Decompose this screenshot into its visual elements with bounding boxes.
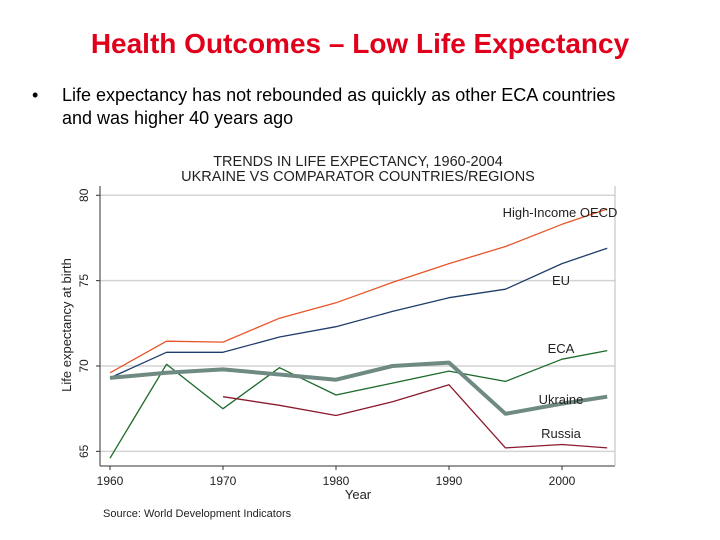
series-line-eu <box>109 247 608 379</box>
x-tick-label: 1980 <box>323 474 350 488</box>
x-tick-label: 2000 <box>549 474 576 488</box>
series-label: Russia <box>541 426 582 441</box>
y-tick-label: 70 <box>77 359 91 373</box>
series-label: EU <box>552 273 570 288</box>
x-axis-label: Year <box>345 487 372 502</box>
x-tick-label: 1960 <box>97 474 124 488</box>
series-line-high-income-oecd <box>109 208 608 374</box>
series-line-eca <box>109 349 608 459</box>
bullet-text: Life expectancy has not rebounded as qui… <box>62 85 616 128</box>
series-label: High-Income OECD <box>503 205 618 220</box>
slide-title: Health Outcomes – Low Life Expectancy <box>90 28 630 59</box>
x-tick-label: 1990 <box>436 474 463 488</box>
series-label: ECA <box>548 341 575 356</box>
series-line-russia <box>222 384 608 449</box>
chart-title-line-2: UKRAINE VS COMPARATOR COUNTRIES/REGIONS <box>181 169 535 185</box>
x-tick-label: 1970 <box>210 474 237 488</box>
bullet-marker: • <box>32 85 39 105</box>
series-line-ukraine <box>109 360 608 416</box>
y-tick-label: 80 <box>77 188 91 202</box>
source-note: Source: World Development Indicators <box>103 508 292 520</box>
chart-title-line-1: TRENDS IN LIFE EXPECTANCY, 1960-2004 <box>213 154 503 170</box>
y-axis-label: Life expectancy at birth <box>59 258 74 392</box>
bullet-item: • Life expectancy has not rebounded as q… <box>32 84 622 130</box>
y-tick-label: 65 <box>77 444 91 458</box>
y-tick-label: 75 <box>77 274 91 288</box>
series-label: Ukraine <box>539 392 584 407</box>
